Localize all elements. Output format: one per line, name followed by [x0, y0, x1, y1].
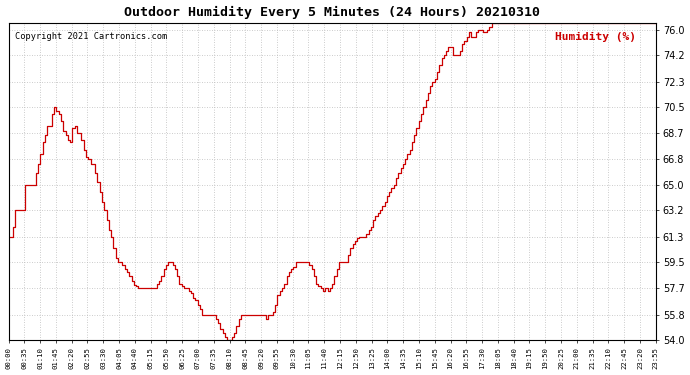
Text: Humidity (%): Humidity (%)	[555, 32, 636, 42]
Text: Copyright 2021 Cartronics.com: Copyright 2021 Cartronics.com	[15, 32, 167, 41]
Title: Outdoor Humidity Every 5 Minutes (24 Hours) 20210310: Outdoor Humidity Every 5 Minutes (24 Hou…	[124, 6, 540, 19]
